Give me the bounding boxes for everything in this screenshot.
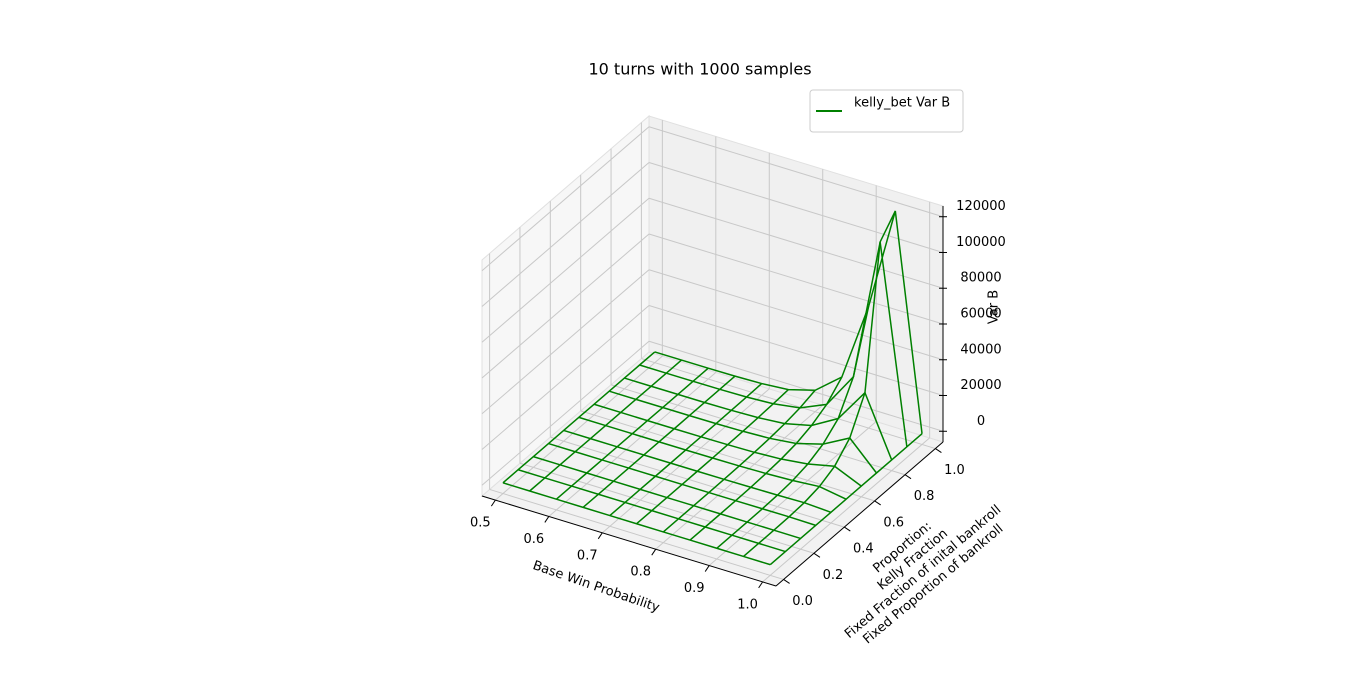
x-tick-label: 0.9 <box>684 581 705 596</box>
grid-line <box>481 269 650 415</box>
grid-line <box>481 340 650 486</box>
grid-line <box>708 421 877 566</box>
z-tick-label: 40000 <box>960 342 1001 357</box>
grid-line <box>648 162 944 253</box>
wire-line <box>593 403 862 487</box>
legend: kelly_bet Var B <box>809 89 964 133</box>
x-axis-line <box>481 495 777 587</box>
y-tick <box>874 500 881 506</box>
grid-line <box>481 126 650 272</box>
x-tick-label: 1.0 <box>737 597 758 612</box>
x-tick <box>490 499 496 507</box>
grid-line <box>481 162 650 307</box>
wire-line <box>533 455 801 540</box>
grid-line <box>648 126 944 218</box>
grid-line <box>648 340 944 432</box>
grid-line <box>548 372 717 517</box>
y-tick-label: 0.8 <box>914 489 935 504</box>
grid-line <box>648 305 944 396</box>
wire-line <box>578 416 847 500</box>
wireframe <box>502 210 923 566</box>
grid-line <box>648 233 944 325</box>
y-tick-label: 0.6 <box>883 515 904 530</box>
z-tick-label: 0 <box>977 414 985 429</box>
y-tick <box>844 526 851 532</box>
grid-line <box>762 437 930 583</box>
y-axis-line <box>775 441 944 587</box>
x-tick-label: 0.5 <box>470 516 491 531</box>
wire-line <box>563 429 832 513</box>
wire-line <box>639 241 908 447</box>
z-tick-label: 100000 <box>956 235 1006 250</box>
x-tick <box>704 565 710 572</box>
grid-line <box>481 305 650 450</box>
wire-line <box>609 390 878 474</box>
y-tick <box>904 474 912 480</box>
x-tick-label: 0.7 <box>577 548 598 563</box>
wire-line <box>654 210 923 434</box>
grid-line <box>481 197 650 343</box>
wire-line <box>624 377 893 461</box>
grid <box>481 120 944 583</box>
y-tick-label: 0.4 <box>853 542 874 557</box>
legend-box <box>809 89 964 133</box>
x-tick-label: 0.8 <box>630 565 651 580</box>
z-axis-label: Var B <box>987 290 1002 324</box>
y-tick <box>935 448 942 453</box>
grid-line <box>550 436 845 528</box>
y-tick-label: 0.0 <box>792 594 813 609</box>
grid-line <box>655 404 824 550</box>
grid-line <box>610 384 906 476</box>
y-tick-label: 1.0 <box>944 463 965 478</box>
grid-line <box>481 233 650 379</box>
grid-line <box>489 488 784 580</box>
y-tick-label: 0.2 <box>823 568 844 583</box>
x-tick <box>544 516 550 523</box>
x-tick-label: 0.6 <box>523 532 544 547</box>
wire-line <box>502 482 771 566</box>
z-tick-label: 80000 <box>960 271 1001 286</box>
x-tick <box>597 532 603 540</box>
z-tick-label: 60000 <box>960 307 1001 322</box>
wire-line <box>517 469 786 553</box>
grid-line <box>641 358 936 450</box>
grid-line <box>580 410 875 502</box>
y-tick <box>783 579 790 584</box>
y-tick <box>813 552 821 558</box>
wire-line <box>548 442 817 527</box>
z-tick-label: 120000 <box>956 199 1006 214</box>
z-tick-label: 20000 <box>960 378 1001 393</box>
grid-line <box>648 197 944 289</box>
legend-label: kelly_bet Var B <box>854 96 950 111</box>
x-tick <box>651 548 657 556</box>
chart-title: 10 turns with 1000 samples <box>588 60 811 79</box>
panes <box>480 114 945 587</box>
x-tick <box>758 581 764 589</box>
grid-line <box>495 355 663 501</box>
